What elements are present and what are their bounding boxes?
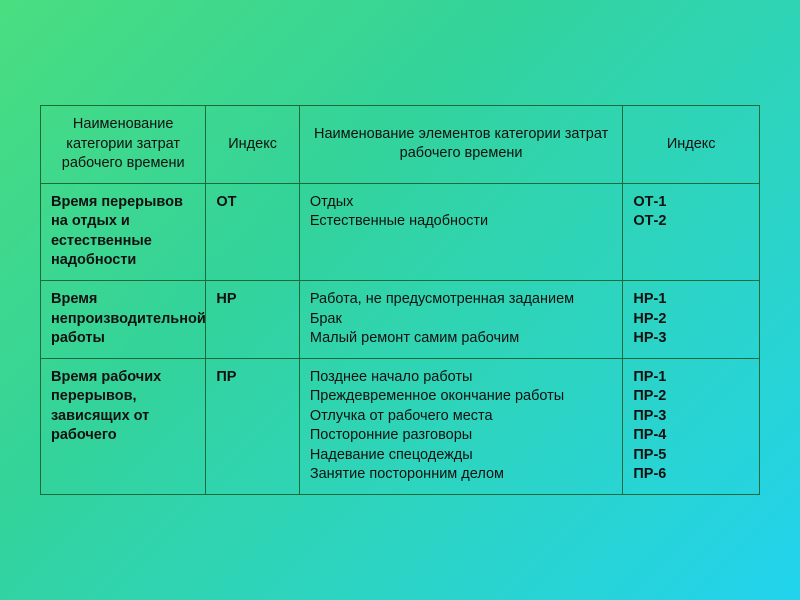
cell-element-index: НР-1 НР-2 НР-3	[623, 280, 760, 358]
header-elements: Наименование элементов категории затрат …	[299, 106, 623, 184]
cell-index: ОТ	[206, 183, 299, 280]
cell-category: Время перерывов на отдых и естественные …	[41, 183, 206, 280]
cell-elements: Отдых Естественные надобности	[299, 183, 623, 280]
table-row: Время рабочих перерывов, зависящих от ра…	[41, 358, 760, 494]
cell-category: Время непроизводительной работы	[41, 280, 206, 358]
worktime-categories-table: Наименование категории затрат рабочего в…	[40, 105, 760, 495]
header-category: Наименование категории затрат рабочего в…	[41, 106, 206, 184]
table-row: Время непроизводительной работы НР Работ…	[41, 280, 760, 358]
cell-category: Время рабочих перерывов, зависящих от ра…	[41, 358, 206, 494]
cell-elements: Позднее начало работы Преждевременное ок…	[299, 358, 623, 494]
cell-element-index: ПР-1 ПР-2 ПР-3 ПР-4 ПР-5 ПР-6	[623, 358, 760, 494]
cell-index: ПР	[206, 358, 299, 494]
cell-index: НР	[206, 280, 299, 358]
header-index: Индекс	[206, 106, 299, 184]
header-element-index: Индекс	[623, 106, 760, 184]
table-header-row: Наименование категории затрат рабочего в…	[41, 106, 760, 184]
table-container: Наименование категории затрат рабочего в…	[40, 105, 760, 495]
cell-elements: Работа, не предусмотренная заданием Брак…	[299, 280, 623, 358]
table-row: Время перерывов на отдых и естественные …	[41, 183, 760, 280]
cell-element-index: ОТ-1 ОТ-2	[623, 183, 760, 280]
